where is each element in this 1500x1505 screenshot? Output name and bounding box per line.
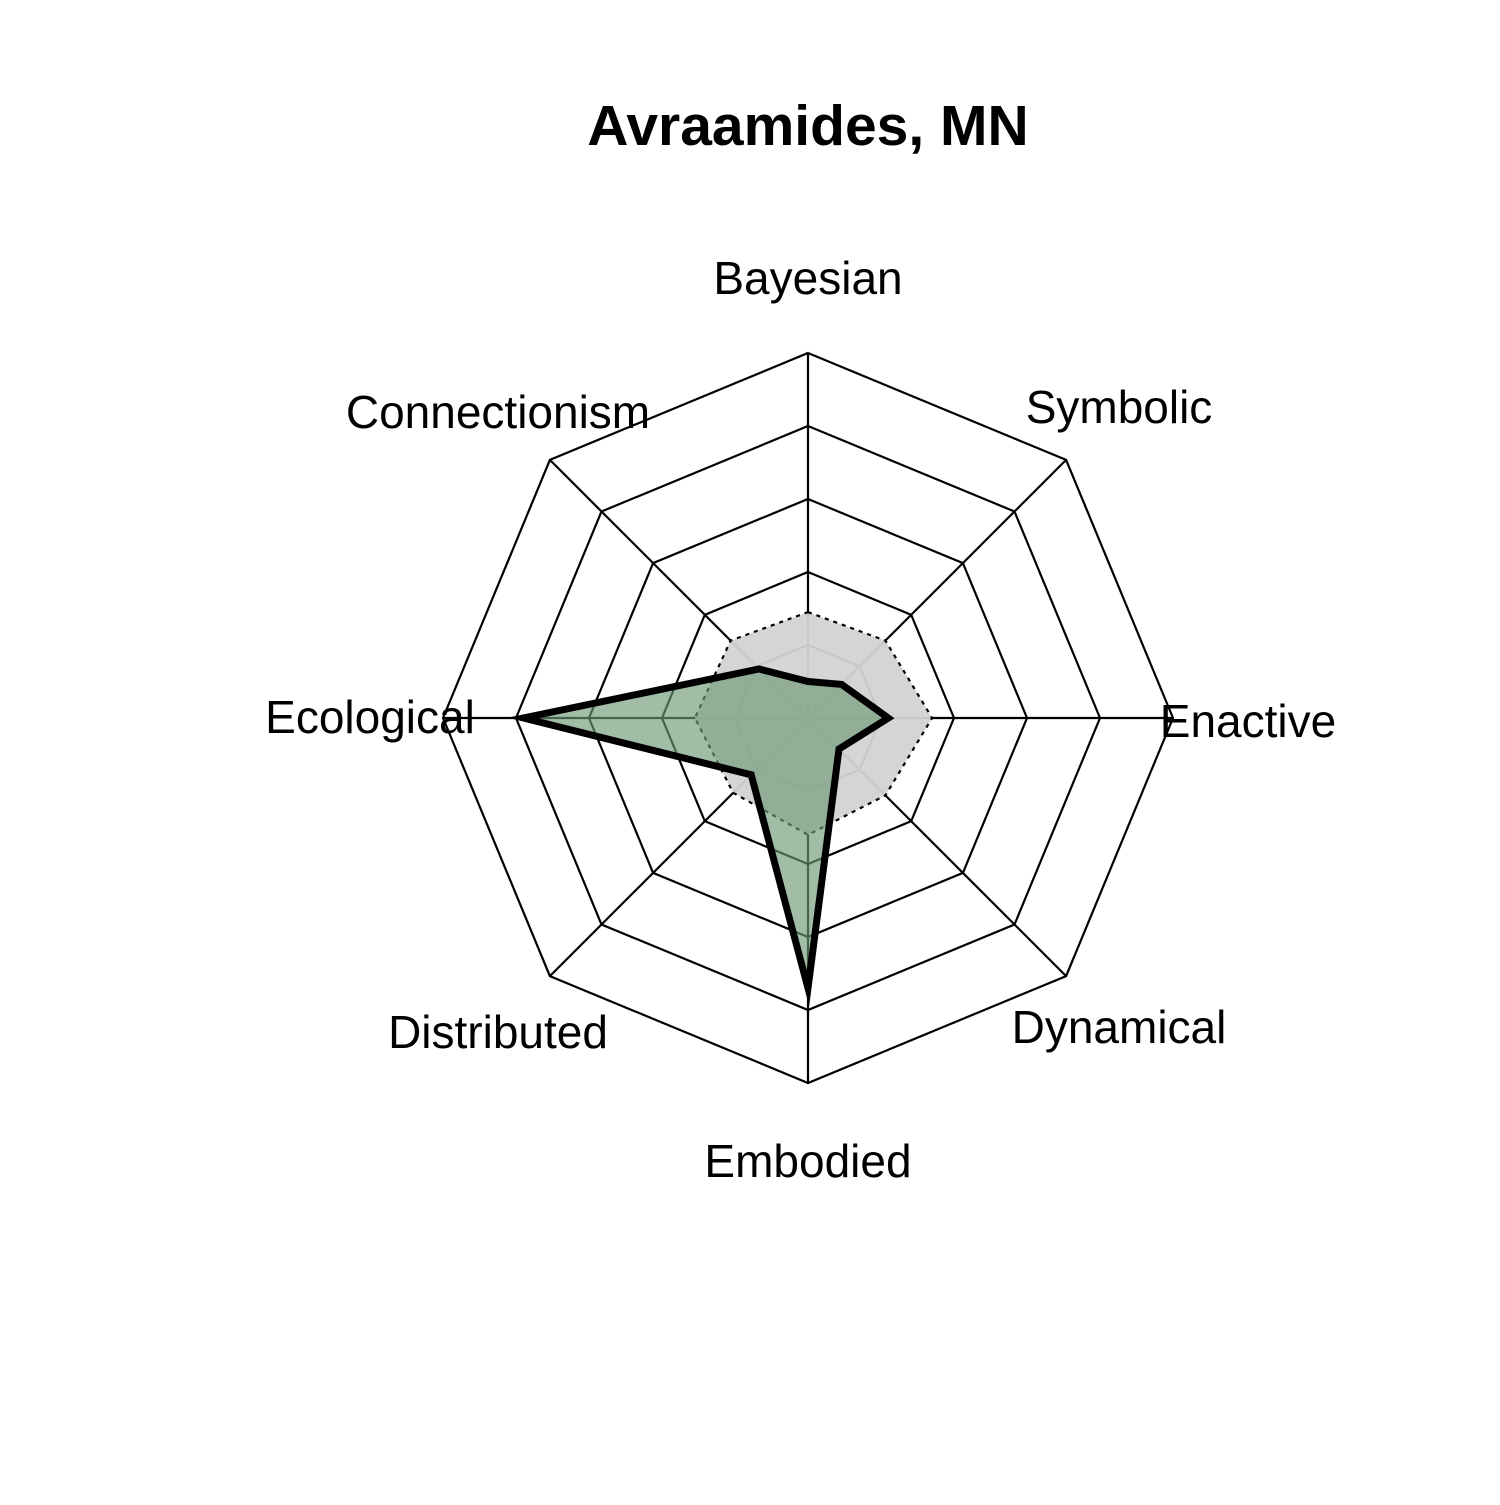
axis-label-symbolic: Symbolic (1026, 381, 1213, 433)
axis-label-dynamical: Dynamical (1012, 1001, 1227, 1053)
chart-title: Avraamides, MN (587, 94, 1028, 158)
axis-label-enactive: Enactive (1160, 695, 1336, 747)
axis-label-distributed: Distributed (388, 1006, 608, 1058)
axis-label-ecological: Ecological (265, 691, 475, 743)
axis-label-bayesian: Bayesian (713, 252, 902, 304)
axis-label-embodied: Embodied (704, 1135, 911, 1187)
series-area-0 (523, 669, 888, 988)
series-layer (523, 669, 888, 988)
axis-label-connectionism: Connectionism (346, 386, 650, 438)
